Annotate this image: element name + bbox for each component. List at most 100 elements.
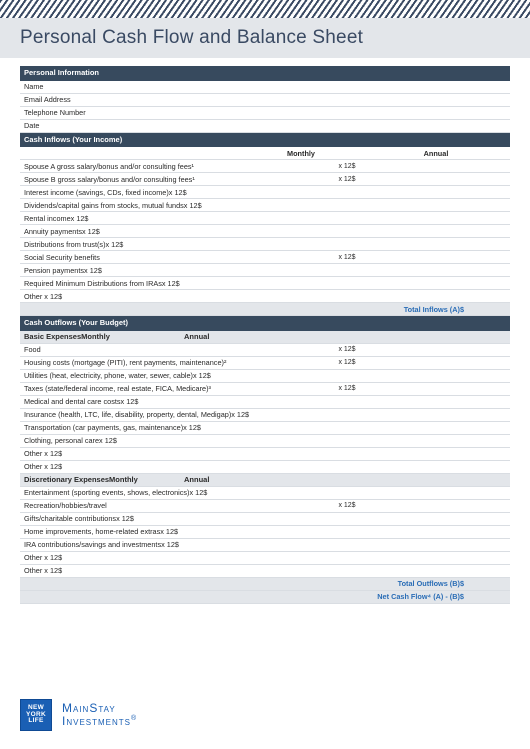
mult-cell (332, 426, 362, 429)
monthly-cell[interactable] (270, 243, 332, 246)
row-label: Annuity paymentsx 12$ (20, 225, 270, 237)
annual-cell[interactable] (362, 491, 510, 494)
annual-cell[interactable] (362, 230, 510, 233)
annual-cell[interactable] (362, 204, 510, 207)
data-row: Home improvements, home-related extrasx … (20, 526, 510, 539)
row-value[interactable] (270, 98, 510, 101)
data-row: Medical and dental care costsx 12$ (20, 396, 510, 409)
row-label: Insurance (health, LTC, life, disability… (20, 409, 270, 421)
monthly-cell[interactable] (270, 191, 332, 194)
mult-cell (332, 491, 362, 494)
row-label: Other x 12$ (20, 552, 270, 564)
row-label: Social Security benefits (20, 251, 270, 263)
mult-cell (332, 543, 362, 546)
annual-cell[interactable] (362, 191, 510, 194)
annual-cell[interactable] (362, 413, 510, 416)
monthly-cell[interactable] (270, 543, 332, 546)
monthly-cell[interactable] (270, 465, 332, 468)
annual-cell[interactable] (362, 530, 510, 533)
row-label: Rental incomex 12$ (20, 212, 270, 224)
annual-cell[interactable] (362, 165, 510, 168)
data-row: Taxes (state/federal income, real estate… (20, 383, 510, 396)
monthly-cell[interactable] (270, 556, 332, 559)
mult-cell (332, 204, 362, 207)
annual-cell[interactable] (362, 387, 510, 390)
row-label: Telephone Number (20, 107, 270, 119)
content: Personal Information NameEmail AddressTe… (0, 58, 530, 608)
monthly-cell[interactable] (270, 256, 332, 259)
annual-cell[interactable] (362, 400, 510, 403)
monthly-cell[interactable] (270, 413, 332, 416)
monthly-cell[interactable] (270, 530, 332, 533)
annual-cell[interactable] (362, 517, 510, 520)
data-row: Transportation (car payments, gas, maint… (20, 422, 510, 435)
mult-cell: x 12$ (332, 252, 362, 262)
annual-cell[interactable] (362, 256, 510, 259)
monthly-cell[interactable] (270, 517, 332, 520)
monthly-cell[interactable] (270, 204, 332, 207)
monthly-cell[interactable] (270, 295, 332, 298)
mult-cell (332, 243, 362, 246)
monthly-cell[interactable] (270, 165, 332, 168)
annual-cell[interactable] (362, 295, 510, 298)
total-outflows-row: Total Outflows (B)$ (20, 578, 510, 591)
monthly-cell[interactable] (270, 400, 332, 403)
mult-cell (332, 413, 362, 416)
monthly-cell[interactable] (270, 374, 332, 377)
row-label: Other x 12$ (20, 461, 270, 473)
annual-cell[interactable] (362, 465, 510, 468)
annual-cell[interactable] (362, 243, 510, 246)
monthly-cell[interactable] (270, 217, 332, 220)
row-value[interactable] (270, 85, 510, 88)
mult-cell (332, 295, 362, 298)
annual-cell[interactable] (362, 269, 510, 272)
annual-cell[interactable] (362, 426, 510, 429)
row-label: Interest income (savings, CDs, fixed inc… (20, 186, 270, 198)
footer: NEW YORK LIFE MainStay Investments® (20, 699, 137, 731)
row-label: Entertainment (sporting events, shows, e… (20, 487, 270, 499)
monthly-cell[interactable] (270, 348, 332, 351)
row-label: Spouse B gross salary/bonus and/or consu… (20, 173, 270, 185)
annual-cell[interactable] (362, 556, 510, 559)
monthly-cell[interactable] (270, 387, 332, 390)
row-label: Dividends/capital gains from stocks, mut… (20, 199, 270, 211)
mult-cell (332, 439, 362, 442)
annual-cell[interactable] (362, 504, 510, 507)
annual-cell[interactable] (362, 569, 510, 572)
mult-cell (332, 530, 362, 533)
section-personal-header: Personal Information (20, 66, 510, 81)
mult-cell (332, 269, 362, 272)
personal-row: Date (20, 120, 510, 133)
annual-cell[interactable] (362, 282, 510, 285)
monthly-cell[interactable] (270, 230, 332, 233)
data-row: Other x 12$ (20, 565, 510, 578)
monthly-cell[interactable] (270, 361, 332, 364)
monthly-cell[interactable] (270, 569, 332, 572)
row-value[interactable] (270, 124, 510, 127)
monthly-cell[interactable] (270, 178, 332, 181)
data-row: Social Security benefits x 12$ (20, 251, 510, 264)
annual-cell[interactable] (362, 439, 510, 442)
annual-cell[interactable] (362, 361, 510, 364)
annual-cell[interactable] (362, 348, 510, 351)
mult-cell (332, 400, 362, 403)
row-label: IRA contributions/savings and investment… (20, 539, 270, 551)
monthly-cell[interactable] (270, 269, 332, 272)
annual-cell[interactable] (362, 452, 510, 455)
data-row: Recreation/hobbies/travelx 12$ (20, 500, 510, 513)
annual-cell[interactable] (362, 543, 510, 546)
monthly-cell[interactable] (270, 491, 332, 494)
mult-cell (332, 217, 362, 220)
monthly-cell[interactable] (270, 439, 332, 442)
row-label: Utilities (heat, electricity, phone, wat… (20, 370, 270, 382)
total-inflows-row: Total Inflows (A)$ (20, 303, 510, 316)
annual-cell[interactable] (362, 217, 510, 220)
row-label: Taxes (state/federal income, real estate… (20, 383, 270, 395)
monthly-cell[interactable] (270, 282, 332, 285)
monthly-cell[interactable] (270, 504, 332, 507)
annual-cell[interactable] (362, 178, 510, 181)
row-value[interactable] (270, 111, 510, 114)
monthly-cell[interactable] (270, 452, 332, 455)
annual-cell[interactable] (362, 374, 510, 377)
monthly-cell[interactable] (270, 426, 332, 429)
